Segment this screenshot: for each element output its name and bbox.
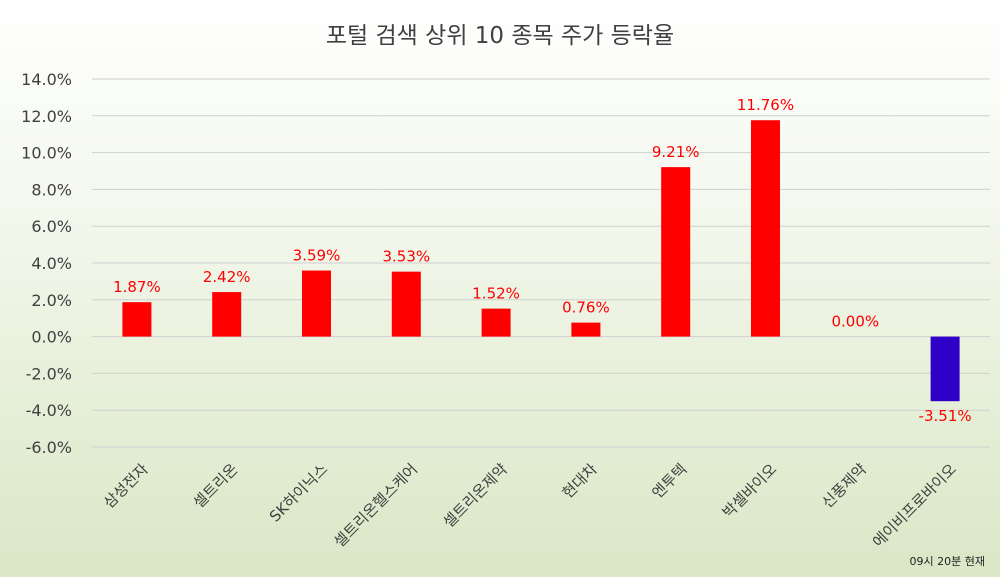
y-tick-label: 4.0% xyxy=(31,254,72,273)
y-tick-label: -2.0% xyxy=(26,364,72,383)
bar xyxy=(661,167,691,337)
data-label: 3.53% xyxy=(382,248,430,266)
x-category-label: 셀트리온 xyxy=(190,460,242,512)
data-label: -3.51% xyxy=(919,407,972,425)
x-category-label: 삼성전자 xyxy=(100,460,152,512)
y-tick-label: -6.0% xyxy=(26,438,72,457)
x-category-label: 셀트리온헬스케어 xyxy=(330,460,421,551)
x-category-label: SK하이닉스 xyxy=(266,460,332,526)
y-axis-tick-labels: 14.0% 12.0% 10.0% 8.0% 6.0% 4.0% 2.0% 0.0% -2.0%… xyxy=(21,70,72,457)
bar xyxy=(930,336,960,402)
data-label: 9.21% xyxy=(652,143,700,161)
data-labels: 1.87% 2.42% 3.59% 3.53% 1.52% 0.76% 9.21% 11.76… xyxy=(113,96,972,425)
y-tick-label: 6.0% xyxy=(31,217,72,236)
x-category-label: 엔투텍 xyxy=(649,460,691,502)
y-tick-label: 14.0% xyxy=(21,70,72,89)
bar xyxy=(122,302,152,337)
x-category-label: 셀트리온제약 xyxy=(440,460,511,531)
data-label: 3.59% xyxy=(293,247,341,265)
y-tick-label: 12.0% xyxy=(21,107,72,126)
data-label: 1.52% xyxy=(472,285,520,303)
x-category-label: 신풍제약 xyxy=(818,460,870,512)
y-tick-label: -4.0% xyxy=(26,401,72,420)
bar xyxy=(751,120,780,337)
bar xyxy=(571,322,601,337)
data-label: 1.87% xyxy=(113,278,161,296)
chart-title: 포털 검색 상위 10 종목 주가 등락율 xyxy=(326,23,674,49)
x-category-label: 에이비프로바이오 xyxy=(869,460,960,551)
x-category-label: 박셀바이오 xyxy=(719,460,781,522)
y-tick-label: 10.0% xyxy=(21,144,72,163)
data-label: 11.76% xyxy=(737,96,794,114)
bar xyxy=(391,271,421,337)
bar xyxy=(302,270,331,337)
bar xyxy=(212,292,242,337)
data-label: 0.76% xyxy=(562,299,610,317)
bars xyxy=(122,120,960,402)
y-tick-label: 0.0% xyxy=(31,328,72,347)
timestamp-note: 09시 20분 현재 xyxy=(910,555,985,568)
x-category-label: 현대차 xyxy=(559,460,601,502)
data-label: 0.00% xyxy=(831,313,879,331)
y-tick-label: 8.0% xyxy=(31,180,72,199)
gridlines xyxy=(92,78,990,448)
data-label: 2.42% xyxy=(203,268,251,286)
y-tick-label: 2.0% xyxy=(31,291,72,310)
x-axis-category-labels: 삼성전자 셀트리온 SK하이닉스 셀트리온헬스케어 셀트리온제약 현대차 엔투텍 박셀바이오 신… xyxy=(100,460,960,551)
bar xyxy=(481,308,511,337)
